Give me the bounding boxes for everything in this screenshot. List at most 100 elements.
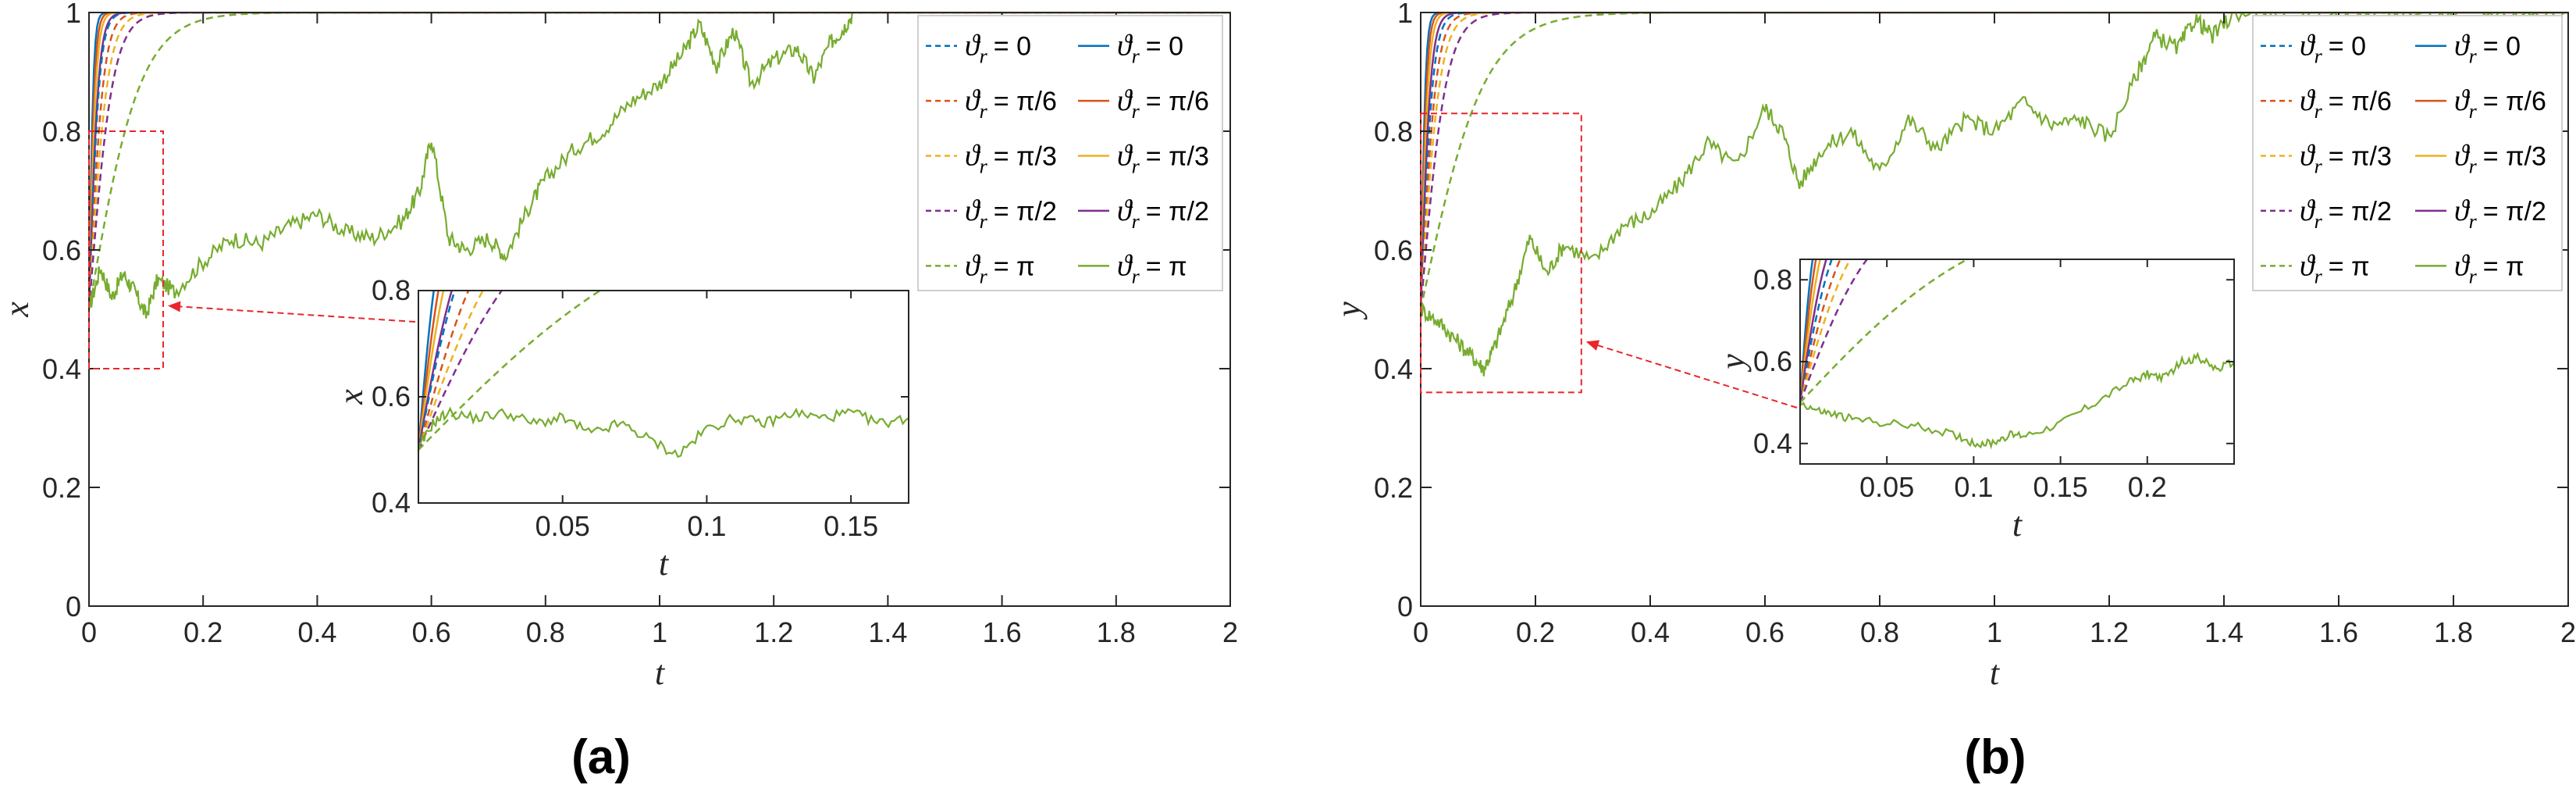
panel-b-y-tick-label: 0.4 bbox=[1374, 353, 1413, 385]
panel-b-y-tick-label: 0.8 bbox=[1374, 116, 1413, 148]
panel-a-inset-x-axis-label: t bbox=[659, 544, 670, 583]
panel-b-x-tick-label: 0.8 bbox=[1860, 616, 1899, 648]
panel-b-legend-value: = π/6 bbox=[2483, 87, 2546, 116]
panel-a-x-tick-label: 0.2 bbox=[183, 616, 222, 648]
panel-a-x-tick-label: 1.8 bbox=[1097, 616, 1136, 648]
panel-b-legend-entry: ϑr = π/2 bbox=[2454, 194, 2546, 233]
panel-b-legend-entry: ϑr = π/2 bbox=[2300, 194, 2392, 233]
panel-b-legend-value: = π/2 bbox=[2329, 197, 2392, 227]
panel-b-legend-value: = 0 bbox=[2329, 32, 2366, 62]
panel-a-legend-subscript: r bbox=[1132, 210, 1140, 233]
panel-b-legend-entry: ϑr = π/3 bbox=[2454, 140, 2546, 178]
panel-a-legend-subscript: r bbox=[980, 210, 988, 233]
panel-b-legend-subscript: r bbox=[2314, 210, 2323, 233]
panel-a-legend-symbol: ϑ bbox=[1117, 30, 1133, 62]
panel-b-x-tick-label: 2 bbox=[2560, 616, 2576, 648]
panel-a-inset-x-tick-label: 0.05 bbox=[535, 510, 590, 542]
panel-a-x-tick-label: 0.8 bbox=[526, 616, 565, 648]
panel-a-legend-value: = π bbox=[1146, 252, 1187, 281]
panel-a-x-tick-label: 1.2 bbox=[754, 616, 793, 648]
panel-a-legend: ϑr = 0 ϑr = 0ϑr = π/6 ϑr = π/6ϑr = π/3 ϑr = π/3ϑr… bbox=[917, 15, 1223, 291]
panel-a-legend-entry: ϑr = π/6 bbox=[1117, 84, 1209, 123]
panel-a-legend-subscript: r bbox=[1132, 155, 1140, 178]
panel-a-inset-curves bbox=[418, 291, 909, 458]
panel-b-x-tick-label: 0.4 bbox=[1631, 616, 1670, 648]
panel-a-zoom-arrow-head bbox=[168, 301, 181, 312]
panel-a-zoom-box bbox=[88, 130, 165, 369]
panel-a-y-axis-label: x bbox=[0, 301, 36, 318]
panel-a-legend-symbol: ϑ bbox=[965, 194, 981, 227]
panel-b-x-tick-label: 0.6 bbox=[1745, 616, 1784, 648]
panel-b-legend-symbol: ϑ bbox=[2300, 84, 2316, 117]
panel-b-zoom-arrow-head bbox=[1585, 340, 1600, 351]
panel-b-x-tick-label: 0 bbox=[1413, 616, 1429, 648]
panel-b-inset-y-tick-label: 0.8 bbox=[1753, 263, 1792, 295]
panel-b-legend-entry: ϑr = π bbox=[2300, 249, 2370, 287]
panel-b-zoom-arrow-line bbox=[1595, 344, 1798, 408]
panel-b-x-tick-label: 1.8 bbox=[2434, 616, 2473, 648]
panel-a-legend-value: = π bbox=[994, 252, 1035, 281]
panel-b-inset-y-axis-label: y bbox=[1713, 354, 1752, 373]
panel-a-inset-bg bbox=[418, 291, 909, 503]
panel-b-legend-symbol: ϑ bbox=[2454, 30, 2471, 62]
panel-a-inset-x-tick-label: 0.1 bbox=[687, 510, 726, 542]
panel-b-legend-subscript: r bbox=[2469, 210, 2478, 233]
panel-b-legend-value: = 0 bbox=[2483, 32, 2521, 62]
panel-b-legend-value: = π bbox=[2483, 252, 2524, 281]
panel-a-legend-value: = 0 bbox=[1146, 32, 1183, 62]
panel-a-inset-x-tick-label: 0.15 bbox=[824, 510, 878, 542]
panel-a-x-tick-label: 1.4 bbox=[868, 616, 907, 648]
panel-b-legend-symbol: ϑ bbox=[2300, 249, 2316, 282]
panel-b-inset-x-tick-label: 0.2 bbox=[2128, 471, 2167, 503]
panel-a-legend-symbol: ϑ bbox=[965, 249, 981, 282]
panel-a-inset-y-tick-label: 0.6 bbox=[372, 380, 411, 412]
panel-a-legend-value: = π/2 bbox=[994, 197, 1057, 227]
panel-a-inset-y-axis-label: x bbox=[332, 389, 370, 405]
panel-b-y-tick-label: 0.6 bbox=[1374, 234, 1413, 266]
panel-a-legend-entry: ϑr = 0 bbox=[965, 30, 1031, 68]
panel-a-legend-value: = π/2 bbox=[1146, 197, 1209, 227]
panel-b-legend-entry: ϑr = 0 bbox=[2300, 30, 2366, 68]
panel-a-y-tick-label: 1 bbox=[66, 0, 81, 29]
panel-a-legend-entry: ϑr = π/2 bbox=[965, 194, 1057, 233]
panel-b-y-tick-label: 0 bbox=[1397, 590, 1413, 623]
panel-b-panel-label: (b) bbox=[1964, 730, 2026, 784]
panel-b-legend-subscript: r bbox=[2469, 155, 2478, 178]
panel-a-x-tick-label: 0 bbox=[81, 616, 97, 648]
panel-b-legend-symbol: ϑ bbox=[2454, 249, 2471, 282]
panel-b-x-tick-label: 1.2 bbox=[2090, 616, 2129, 648]
panel-b-x-tick-label: 1.4 bbox=[2204, 616, 2243, 648]
panel-a-legend-value: = π/6 bbox=[994, 87, 1057, 116]
panel-b-legend-entry: ϑr = π bbox=[2454, 249, 2524, 287]
panel-a-legend-entry: ϑr = π/3 bbox=[965, 140, 1057, 178]
panel-b-legend-subscript: r bbox=[2469, 265, 2478, 287]
panel-a-legend-subscript: r bbox=[980, 45, 988, 68]
panel-a-x-tick-label: 1.6 bbox=[983, 616, 1022, 648]
panel-b-series-stochastic bbox=[1421, 12, 2568, 376]
panel-b-legend-value: = π/6 bbox=[2329, 87, 2392, 116]
panel-b-legend-value: = π bbox=[2329, 252, 2370, 281]
panel-a-legend-symbol: ϑ bbox=[965, 140, 981, 173]
panel-a-legend-subscript: r bbox=[980, 100, 988, 123]
panel-a-inset-y-tick-label: 0.4 bbox=[372, 487, 411, 519]
panel-b-legend-subscript: r bbox=[2314, 265, 2323, 287]
panel-b-inset-x-tick-label: 0.05 bbox=[1859, 471, 1914, 503]
panel-b-legend-box bbox=[2252, 15, 2563, 291]
panel-a-x-tick-label: 0.6 bbox=[412, 616, 451, 648]
panel-a-legend-value: = π/6 bbox=[1146, 87, 1209, 116]
panel-a-legend-symbol: ϑ bbox=[1117, 194, 1133, 227]
panel-b-legend-symbol: ϑ bbox=[2454, 140, 2471, 173]
panel-b-legend-entry: ϑr = π/3 bbox=[2300, 140, 2392, 178]
panel-b-inset-y-tick-label: 0.6 bbox=[1753, 345, 1792, 377]
panel-a-legend-subscript: r bbox=[980, 155, 988, 178]
panel-b-x-axis-label: t bbox=[1990, 654, 2001, 692]
panel-a-y-tick-label: 0.4 bbox=[42, 353, 81, 385]
panel-a-legend-entry: ϑr = 0 bbox=[1117, 30, 1183, 68]
panel-b-y-tick-label: 1 bbox=[1397, 0, 1413, 29]
panel-b-x-tick-label: 1.6 bbox=[2319, 616, 2358, 648]
panel-a-legend-symbol: ϑ bbox=[965, 30, 981, 62]
panel-b-series-dashed-green bbox=[1421, 12, 2568, 310]
panel-a-y-tick-label: 0.8 bbox=[42, 116, 81, 148]
panel-a-legend-subscript: r bbox=[1132, 45, 1140, 68]
